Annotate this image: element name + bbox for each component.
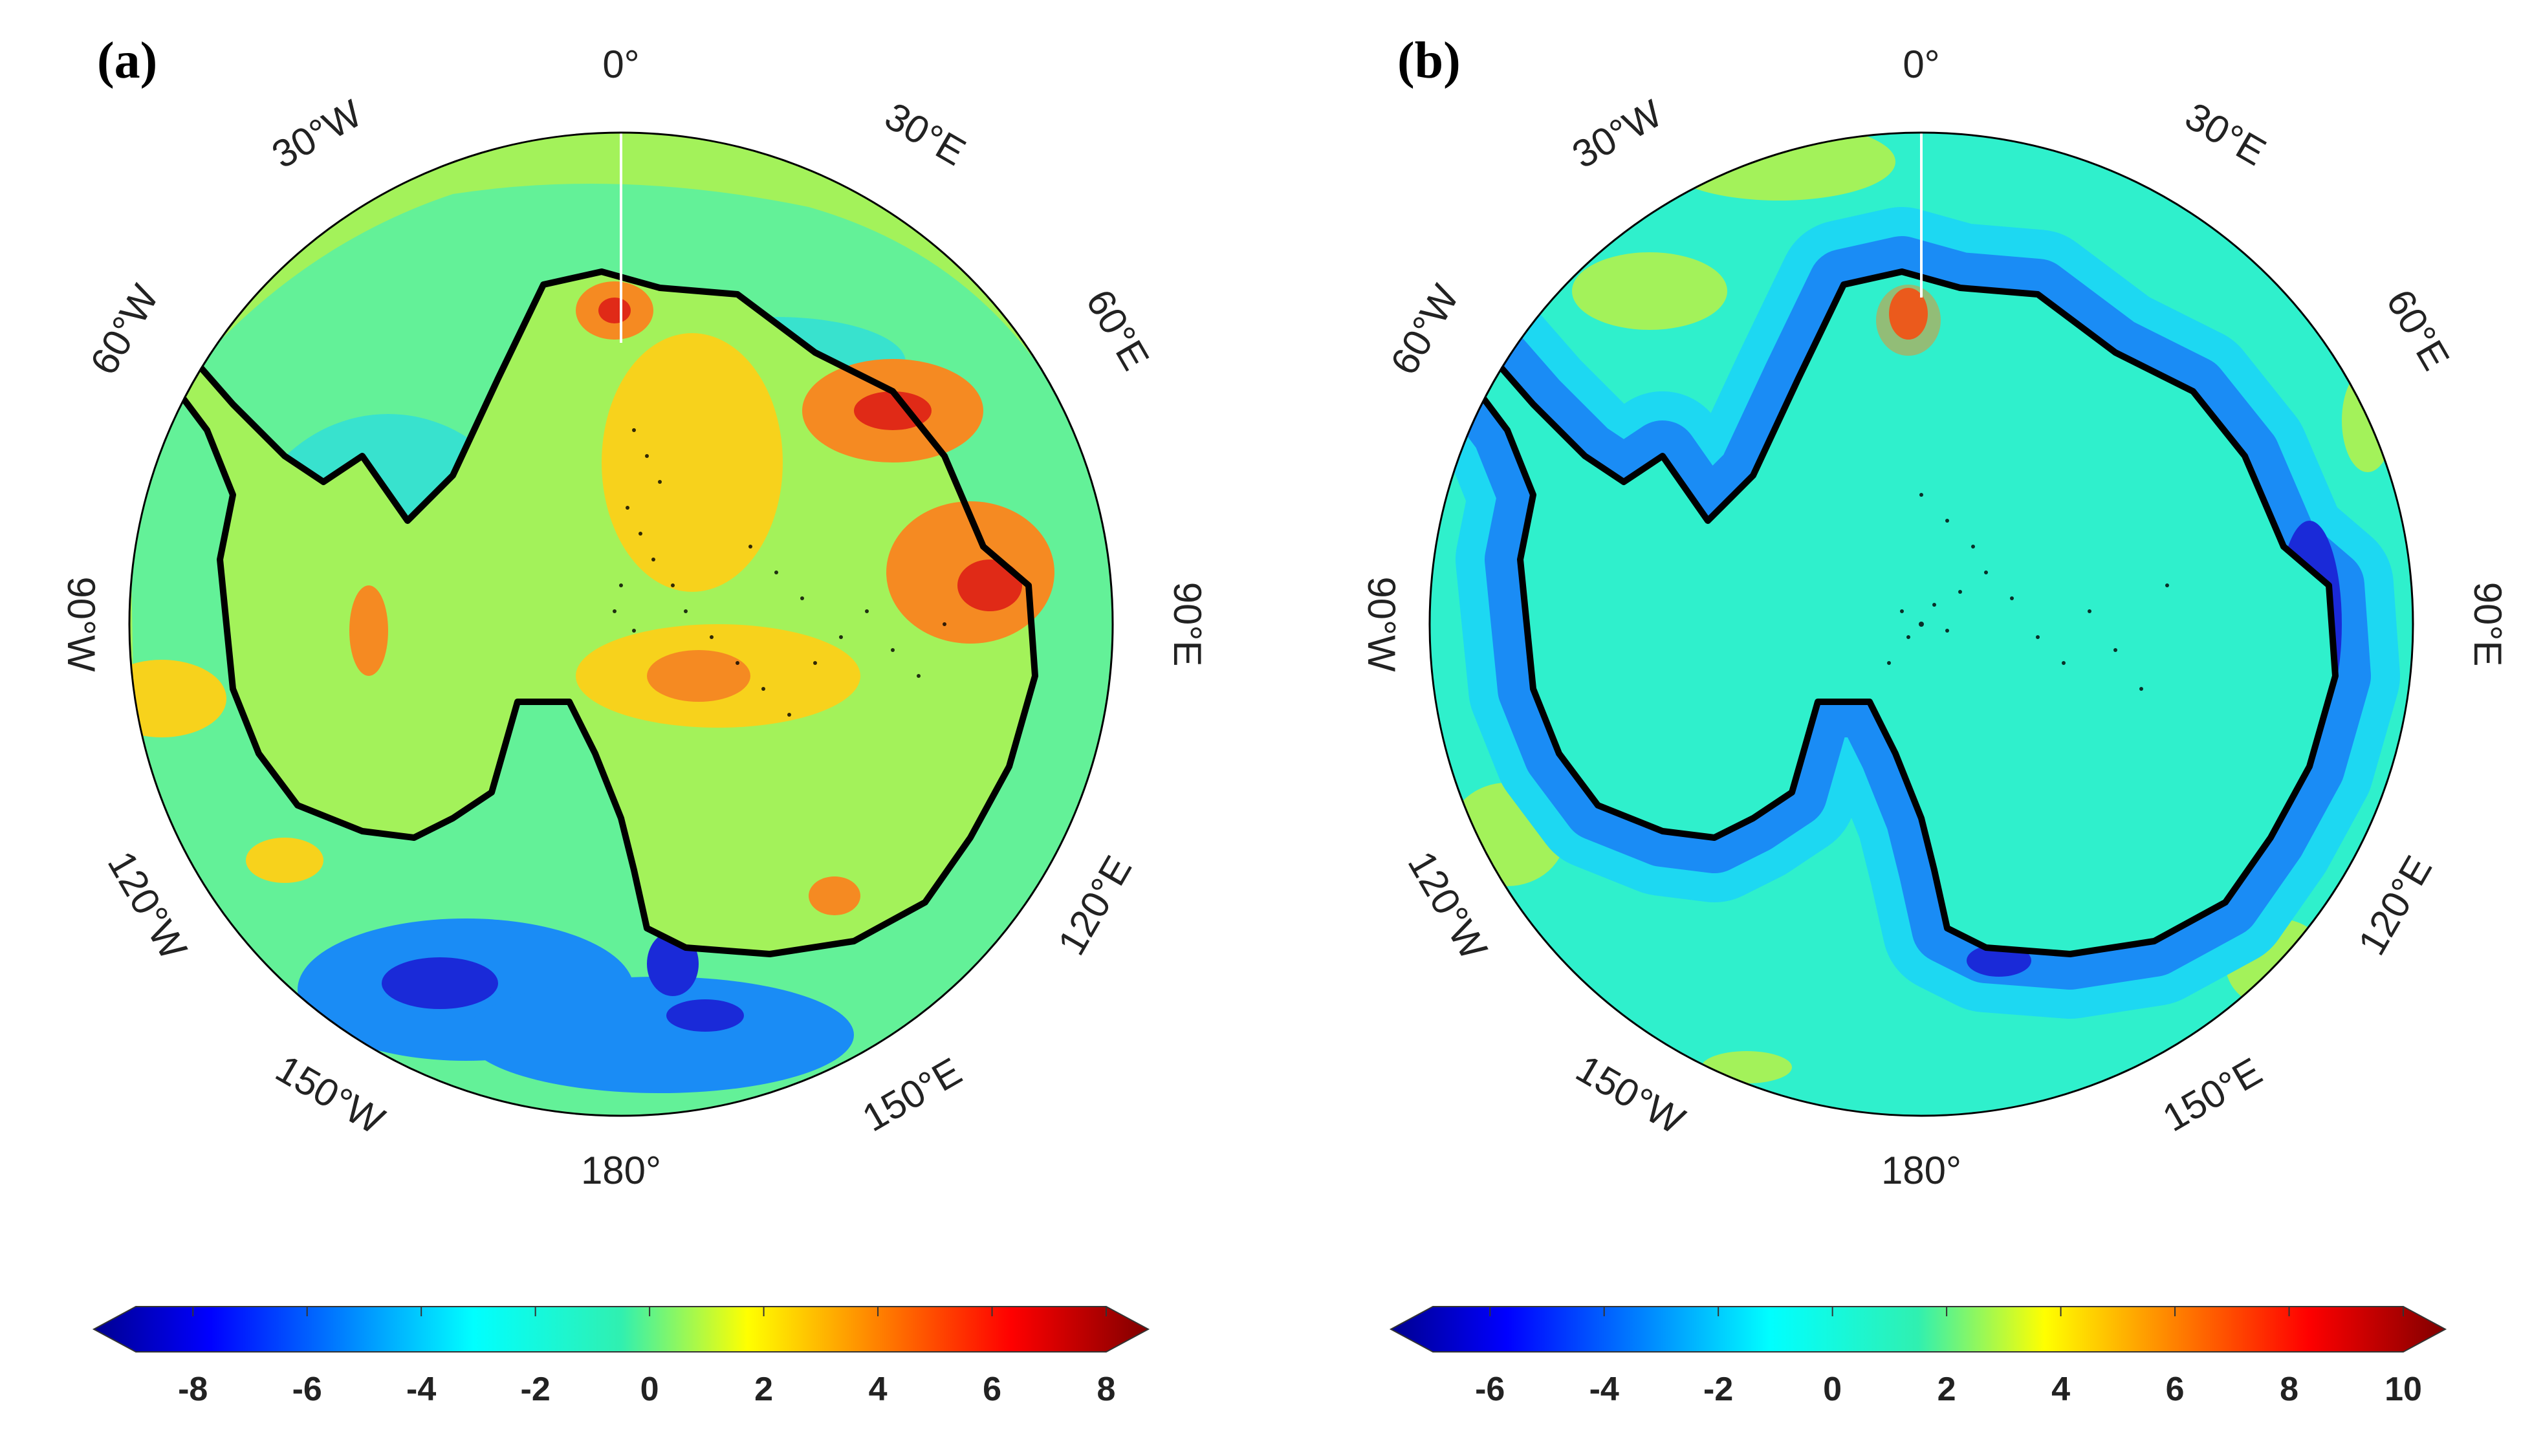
colorbar-tick-label: 8 xyxy=(1097,1371,1116,1408)
panel-b-label: (b) xyxy=(1397,32,1461,89)
lon-label: 120°E xyxy=(2350,849,2440,962)
lon-label: 90°W xyxy=(60,576,103,672)
panel-a-colorbar: -8 -6 -4 -2 0 2 4 6 8 xyxy=(92,1306,1150,1408)
colorbar-tick-label: -4 xyxy=(406,1371,436,1408)
panel-b-colorbar-ticks: -6 -4 -2 0 2 4 6 8 10 xyxy=(1475,1307,2422,1408)
panel-a-map xyxy=(129,133,1113,1116)
lon-label: 150°E xyxy=(855,1049,969,1140)
lon-label: 60°E xyxy=(1078,282,1157,377)
lon-label: 150°W xyxy=(268,1047,391,1143)
colorbar-tick-label: 10 xyxy=(2385,1371,2422,1408)
lon-label: 120°E xyxy=(1049,849,1140,962)
colorbar-tick-label: 6 xyxy=(983,1371,1001,1408)
colorbar-tick-label: 4 xyxy=(2051,1371,2070,1408)
colorbar-tick-label: 2 xyxy=(754,1371,773,1408)
lon-label: 90°E xyxy=(2466,582,2509,667)
colorbar-tick-label: 0 xyxy=(640,1371,659,1408)
colorbar-tick-label: 6 xyxy=(2166,1371,2185,1408)
lon-label: 30°W xyxy=(1565,91,1669,177)
panel-a-colorbar-ticks: -8 -6 -4 -2 0 2 4 6 8 xyxy=(178,1307,1115,1408)
lon-label: 60°W xyxy=(1382,277,1467,382)
lon-label: 30°E xyxy=(878,94,973,174)
lon-label: 0° xyxy=(602,43,639,86)
lon-label: 90°E xyxy=(1166,582,1209,667)
colorbar-tick-label: 2 xyxy=(1937,1371,1956,1408)
panel-b-frame xyxy=(1428,131,2414,1117)
lon-label: 180° xyxy=(581,1149,661,1192)
lon-label: 0° xyxy=(1903,43,1939,86)
lon-label: 60°E xyxy=(2378,282,2458,377)
colorbar-tick-label: -6 xyxy=(292,1371,322,1408)
lon-label: 120°W xyxy=(100,844,196,967)
lon-label: 180° xyxy=(1881,1149,1961,1192)
panel-b: (b) xyxy=(1360,32,2509,1408)
lon-label: 120°W xyxy=(1400,844,1496,967)
colorbar-tick-label: -4 xyxy=(1589,1371,1619,1408)
colorbar-tick-label: 4 xyxy=(869,1371,888,1408)
colorbar-tick-label: -6 xyxy=(1475,1371,1505,1408)
colorbar-tick-label: 0 xyxy=(1823,1371,1842,1408)
panel-b-colorbar: -6 -4 -2 0 2 4 6 8 10 xyxy=(1389,1306,2447,1408)
colorbar-tick-label: -2 xyxy=(1703,1371,1733,1408)
lon-label: 30°E xyxy=(2178,94,2273,174)
lon-label: 90°W xyxy=(1360,576,1403,672)
lon-label: 30°W xyxy=(265,91,369,177)
lon-label: 60°W xyxy=(82,277,167,382)
panel-a: (a) xyxy=(60,32,1209,1408)
panel-a-label: (a) xyxy=(97,32,157,89)
colorbar-tick-label: -8 xyxy=(178,1371,208,1408)
colorbar-tick-label: 8 xyxy=(2280,1371,2298,1408)
lon-label: 150°E xyxy=(2155,1049,2269,1140)
lon-label: 150°W xyxy=(1569,1047,1692,1143)
panel-a-frame xyxy=(128,131,1114,1117)
colorbar-tick-label: -2 xyxy=(521,1371,551,1408)
